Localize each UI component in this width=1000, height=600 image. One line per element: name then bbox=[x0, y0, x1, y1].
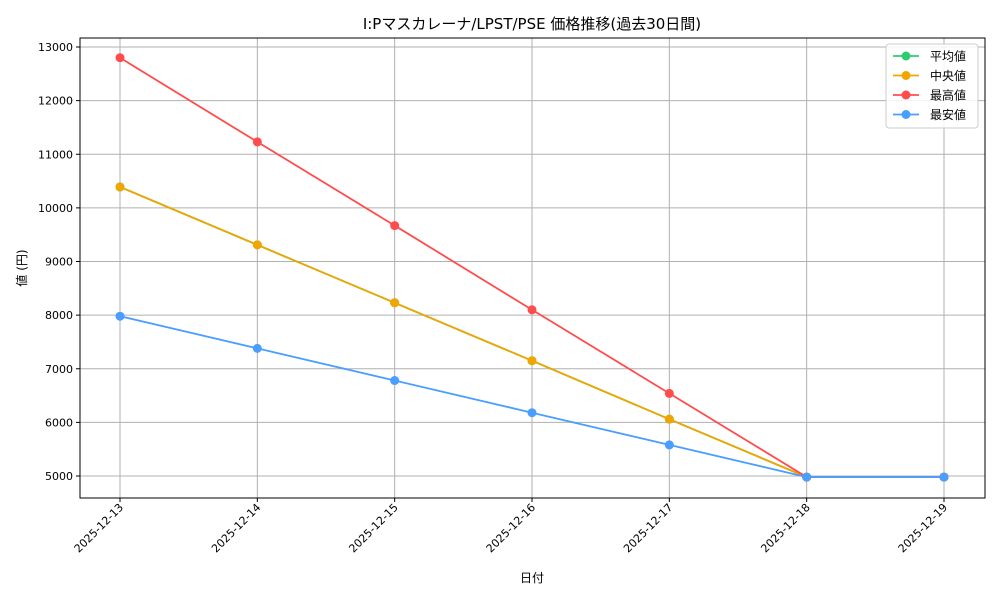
data-point bbox=[115, 53, 125, 63]
series-group bbox=[115, 53, 949, 482]
y-axis-label: 値 (円) bbox=[14, 249, 29, 286]
data-point bbox=[527, 356, 537, 366]
data-point bbox=[390, 376, 400, 386]
grid bbox=[80, 38, 985, 498]
data-point bbox=[252, 240, 262, 250]
x-axis-label: 日付 bbox=[520, 571, 544, 585]
y-tick-labels: 5000 6000 7000 8000 9000 10000 11000 12000 13000 bbox=[38, 41, 80, 483]
legend-label: 最安値 bbox=[930, 107, 966, 122]
x-tick-label: 2025-12-17 bbox=[621, 501, 675, 555]
data-point bbox=[527, 305, 537, 315]
legend-marker bbox=[901, 71, 911, 80]
series-3 bbox=[115, 311, 949, 482]
y-tick-label: 12000 bbox=[38, 95, 73, 108]
x-tick-label: 2025-12-16 bbox=[484, 501, 538, 555]
chart-title: I:Pマスカレーナ/LPST/PSE 価格推移(過去30日間) bbox=[363, 15, 701, 33]
data-point bbox=[115, 182, 125, 192]
y-tick-label: 10000 bbox=[38, 202, 73, 215]
legend-label: 最高値 bbox=[930, 88, 966, 103]
x-tick-label: 2025-12-18 bbox=[758, 501, 812, 555]
data-point bbox=[664, 388, 674, 398]
x-tick-label: 2025-12-14 bbox=[209, 501, 263, 555]
data-point bbox=[390, 221, 400, 231]
y-tick-label: 11000 bbox=[38, 148, 73, 161]
y-tick-label: 5000 bbox=[45, 470, 73, 483]
x-tick-labels: 2025-12-13 2025-12-14 2025-12-15 2025-12-16… bbox=[72, 498, 950, 555]
y-tick-label: 13000 bbox=[38, 41, 73, 54]
legend-marker bbox=[901, 90, 911, 100]
y-tick-label: 6000 bbox=[45, 416, 73, 429]
legend-box bbox=[885, 43, 979, 129]
legend-label: 中央値 bbox=[930, 68, 966, 83]
y-tick-label: 7000 bbox=[45, 363, 73, 376]
y-tick-label: 9000 bbox=[45, 256, 73, 269]
data-point bbox=[390, 298, 400, 308]
data-point bbox=[115, 311, 125, 321]
legend-marker bbox=[901, 51, 911, 61]
x-tick-label: 2025-12-13 bbox=[72, 501, 126, 555]
x-tick-label: 2025-12-15 bbox=[346, 501, 400, 555]
legend-marker bbox=[901, 110, 911, 119]
data-point bbox=[527, 408, 537, 418]
x-tick-label: 2025-12-19 bbox=[896, 501, 950, 555]
data-point bbox=[802, 472, 812, 482]
data-point bbox=[664, 414, 674, 424]
legend-label: 平均値 bbox=[930, 49, 966, 64]
data-point bbox=[252, 137, 262, 147]
data-point bbox=[939, 472, 949, 482]
y-tick-label: 8000 bbox=[45, 309, 73, 322]
data-point bbox=[252, 343, 262, 353]
data-point bbox=[664, 440, 674, 450]
